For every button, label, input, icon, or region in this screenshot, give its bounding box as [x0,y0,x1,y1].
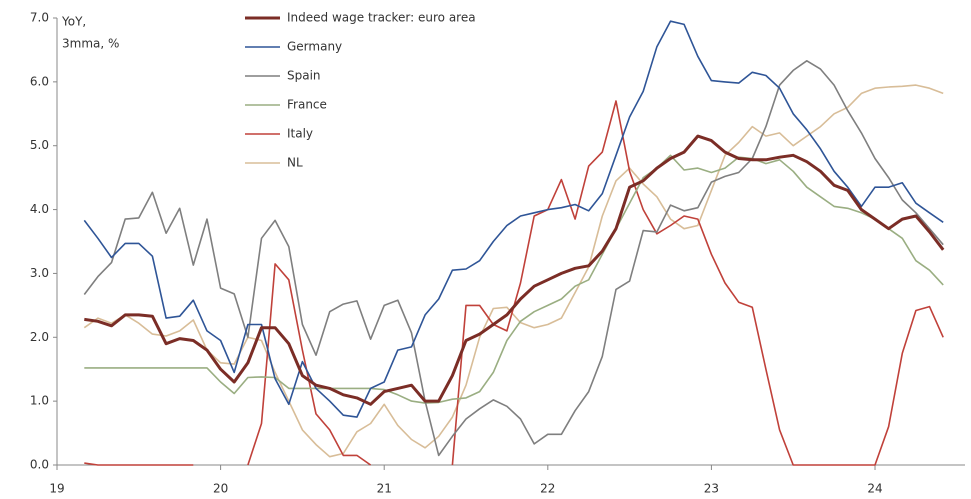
y-tick-label: 7.0 [30,11,49,25]
y-axis-label: 3mma, % [62,37,119,51]
series-line [83,60,944,457]
y-tick-label: 3.0 [30,266,49,280]
y-tick-label: 6.0 [30,74,49,88]
x-tick-label: 22 [540,482,555,496]
legend-label: Italy [287,127,313,141]
y-tick-label: 5.0 [30,138,49,152]
series-line [84,154,944,404]
x-tick-label: 19 [49,482,64,496]
legend-label: Indeed wage tracker: euro area [287,11,476,25]
legend-label: NL [287,156,303,170]
y-tick-label: 0.0 [30,458,49,472]
y-tick-label: 2.0 [30,330,49,344]
x-tick-label: 21 [377,482,392,496]
x-tick-label: 23 [704,482,719,496]
y-tick-label: 1.0 [30,394,49,408]
series-line [83,84,944,458]
legend-label: Spain [287,69,321,83]
x-tick-label: 20 [213,482,228,496]
series-line [84,134,945,406]
x-tick-label: 24 [867,482,882,496]
legend-label: Germany [287,40,342,54]
legend-label: France [287,98,327,112]
y-tick-label: 4.0 [30,202,49,216]
y-axis-label: YoY, [61,15,86,29]
series-line [83,20,944,418]
series-line [84,100,944,466]
